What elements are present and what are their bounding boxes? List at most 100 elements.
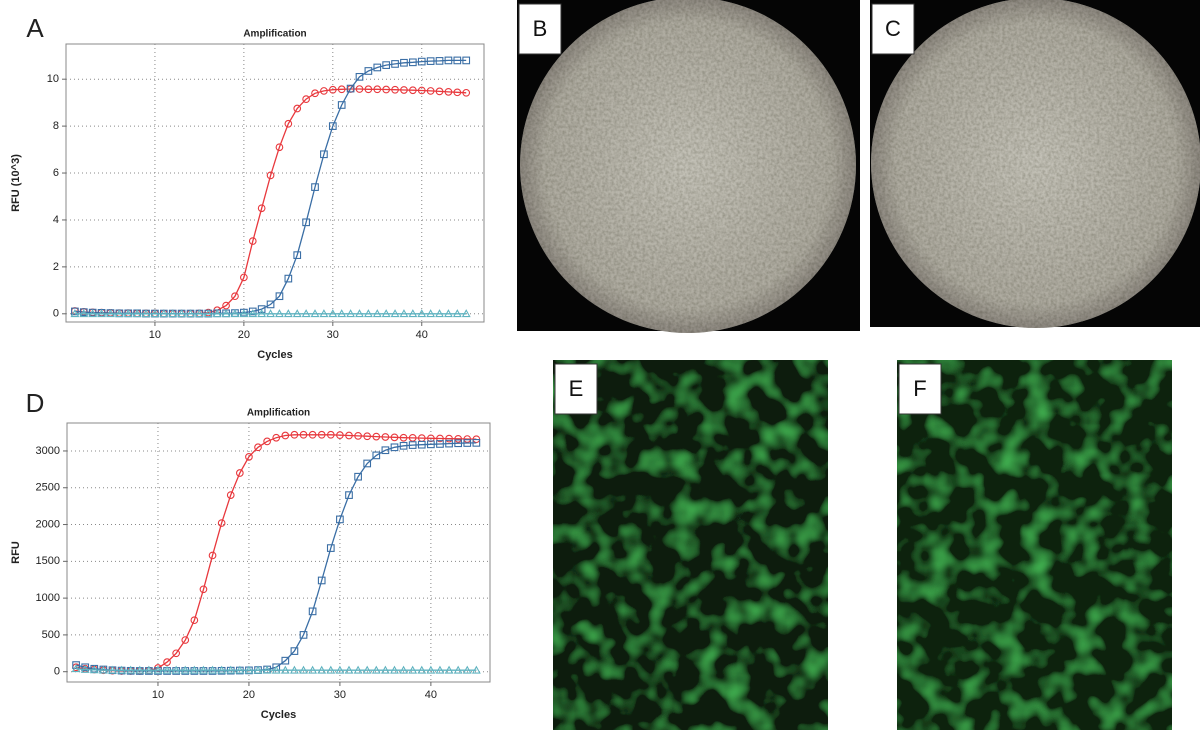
data-point — [299, 631, 308, 639]
data-point — [435, 57, 444, 65]
data-point — [453, 665, 463, 674]
x-tick-label: 10 — [149, 329, 161, 341]
data-point — [245, 452, 253, 461]
data-point — [275, 292, 284, 301]
data-point — [399, 309, 409, 318]
y-axis-label: RFU (10^3) — [10, 154, 22, 212]
data-point — [444, 665, 454, 674]
data-point — [363, 309, 373, 318]
y-tick-label: 6 — [53, 167, 59, 179]
y-tick-label: 3000 — [36, 445, 60, 457]
data-point — [168, 309, 178, 318]
data-point — [186, 309, 195, 318]
data-point — [372, 451, 381, 460]
data-point — [72, 661, 80, 669]
data-point — [98, 665, 108, 674]
data-point — [135, 665, 145, 674]
data-point — [70, 309, 80, 318]
data-point — [353, 665, 363, 674]
data-point — [444, 56, 453, 65]
data-point — [199, 585, 208, 594]
panel-label: F — [913, 376, 926, 401]
x-tick-label: 10 — [152, 689, 164, 701]
data-point — [208, 665, 217, 674]
data-point — [171, 665, 181, 674]
data-point — [382, 61, 391, 69]
y-tick-label: 10 — [47, 73, 59, 85]
data-point — [364, 67, 373, 75]
data-point — [89, 665, 99, 674]
data-point — [235, 665, 245, 674]
data-point — [471, 665, 481, 674]
data-point — [284, 119, 293, 128]
panel-label: E — [569, 376, 584, 401]
data-point — [362, 665, 372, 674]
chart-title: Amplification — [247, 408, 310, 419]
data-point — [262, 665, 272, 674]
x-tick-label: 30 — [334, 689, 346, 701]
data-point — [301, 309, 311, 318]
data-point — [177, 309, 187, 318]
data-point — [346, 84, 355, 93]
data-point — [426, 309, 436, 318]
data-point — [208, 551, 217, 560]
data-point — [345, 431, 353, 440]
data-point — [79, 309, 89, 318]
data-point — [310, 309, 320, 318]
data-point — [71, 307, 79, 316]
data-point — [132, 309, 142, 318]
data-point — [399, 433, 408, 442]
data-point — [281, 431, 290, 440]
data-point — [280, 665, 290, 674]
data-point — [257, 305, 266, 313]
data-point — [364, 85, 373, 94]
data-point — [372, 309, 382, 318]
y-tick-label: 1500 — [36, 555, 60, 567]
chart-title: Amplification — [243, 29, 306, 40]
data-point — [326, 665, 336, 674]
data-point — [299, 430, 308, 439]
data-point — [417, 440, 426, 449]
data-point — [181, 636, 190, 644]
x-tick-label: 40 — [425, 689, 437, 701]
data-point — [212, 309, 222, 318]
data-point — [445, 434, 453, 443]
data-point — [337, 85, 346, 94]
data-point — [380, 665, 390, 674]
data-point — [462, 56, 471, 65]
data-point — [293, 104, 302, 113]
y-tick-label: 1000 — [36, 592, 60, 604]
data-point — [435, 309, 444, 318]
data-point — [81, 663, 90, 672]
data-point — [399, 441, 408, 450]
data-point — [266, 171, 275, 180]
data-point — [335, 665, 345, 674]
data-point — [445, 439, 453, 448]
data-point — [400, 58, 408, 67]
data-point — [354, 432, 362, 440]
data-point — [390, 309, 400, 318]
data-point — [462, 665, 472, 674]
y-axis-label: RFU — [10, 541, 22, 564]
data-point — [257, 309, 267, 318]
image-f: F — [897, 360, 1172, 730]
image-e: E — [553, 360, 828, 730]
data-point — [345, 491, 353, 499]
data-point — [71, 664, 81, 673]
data-point — [355, 72, 364, 81]
data-point — [106, 309, 115, 318]
data-point — [308, 665, 318, 674]
data-point — [290, 430, 299, 439]
data-point — [320, 150, 328, 159]
data-point — [472, 439, 481, 447]
data-point — [266, 309, 275, 318]
data-point — [454, 439, 463, 448]
data-point — [461, 309, 471, 318]
x-tick-label: 40 — [416, 329, 428, 341]
data-point — [444, 88, 453, 96]
data-point — [408, 434, 417, 442]
data-point — [409, 58, 417, 67]
data-point — [417, 665, 427, 674]
data-point — [244, 665, 254, 674]
